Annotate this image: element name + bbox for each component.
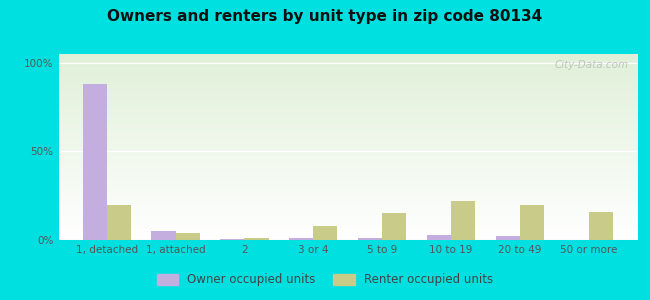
Text: Owners and renters by unit type in zip code 80134: Owners and renters by unit type in zip c… xyxy=(107,9,543,24)
Bar xyxy=(520,205,544,240)
Bar xyxy=(427,235,451,240)
Bar xyxy=(451,201,475,240)
Bar xyxy=(244,238,268,240)
Bar xyxy=(358,238,382,240)
Bar xyxy=(176,233,200,240)
Bar xyxy=(496,236,520,240)
Bar xyxy=(220,239,244,240)
Bar xyxy=(107,205,131,240)
Bar xyxy=(589,212,613,240)
Legend: Owner occupied units, Renter occupied units: Owner occupied units, Renter occupied un… xyxy=(152,269,498,291)
Bar xyxy=(83,84,107,240)
Text: City-Data.com: City-Data.com xyxy=(554,60,629,70)
Bar xyxy=(313,226,337,240)
Bar xyxy=(289,238,313,240)
Bar xyxy=(151,231,176,240)
Bar xyxy=(382,213,406,240)
